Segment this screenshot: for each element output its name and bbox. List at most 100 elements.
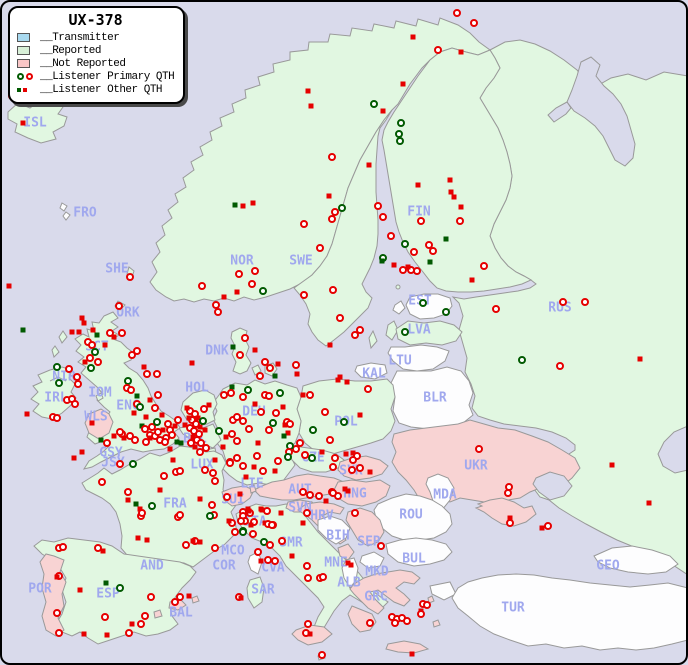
marker-listener-other-qth-not-reported: [255, 440, 261, 446]
marker-listener-primary-qth-not-reported: [301, 451, 309, 459]
marker-listener-other-qth-not-reported: [81, 320, 87, 326]
marker-listener-primary-qth-reported: [338, 204, 346, 212]
marker-listener-primary-qth-not-reported: [581, 298, 589, 306]
marker-listener-other-qth-not-reported: [212, 457, 218, 463]
marker-listener-other-qth-not-reported: [202, 427, 208, 433]
marker-listener-other-qth-not-reported: [234, 289, 240, 295]
marker-listener-primary-qth-not-reported: [174, 416, 182, 424]
marker-listener-primary-qth-not-reported: [351, 331, 359, 339]
marker-listener-primary-qth-not-reported: [265, 426, 273, 434]
marker-listener-other-qth-not-reported: [197, 424, 203, 430]
marker-listener-primary-qth-not-reported: [250, 518, 258, 526]
marker-listener-other-qth-not-reported: [237, 491, 243, 497]
marker-listener-primary-qth-not-reported: [126, 273, 134, 281]
marker-listener-primary-qth-not-reported: [196, 448, 204, 456]
marker-listener-other-qth-not-reported: [250, 200, 256, 206]
marker-listener-primary-qth-not-reported: [559, 298, 567, 306]
marker-listener-other-qth-not-reported: [415, 182, 421, 188]
marker-listener-other-qth-not-reported: [348, 562, 354, 568]
marker-listener-primary-qth-not-reported: [101, 613, 109, 621]
country-label-gsy: GSY: [99, 445, 123, 461]
marker-listener-other-qth-not-reported: [104, 632, 110, 638]
marker-listener-primary-qth-not-reported: [176, 511, 184, 519]
marker-listener-primary-qth-not-reported: [168, 431, 176, 439]
marker-listener-other-qth-reported: [20, 327, 26, 333]
marker-listener-primary-qth-not-reported: [306, 391, 314, 399]
marker-listener-other-qth-not-reported: [90, 327, 96, 333]
legend-item-label: __Listener Other QTH: [40, 83, 163, 96]
marker-listener-primary-qth-not-reported: [125, 629, 133, 637]
reported-swatch-icon: [17, 46, 34, 55]
marker-listener-other-qth-not-reported: [243, 474, 249, 480]
country-label-geo: GEO: [596, 558, 620, 574]
marker-listener-other-qth-not-reported: [182, 422, 188, 428]
country-label-por: POR: [28, 581, 52, 597]
island-gotland: [385, 320, 399, 341]
marker-listener-other-qth-not-reported: [345, 560, 351, 566]
marker-listener-other-qth-reported: [94, 332, 100, 338]
marker-listener-other-qth-not-reported: [252, 347, 258, 353]
marker-listener-other-qth-reported: [134, 393, 140, 399]
marker-listener-other-qth-not-reported: [6, 283, 12, 289]
marker-listener-primary-qth-not-reported: [239, 393, 247, 401]
marker-listener-primary-qth-not-reported: [147, 593, 155, 601]
marker-listener-primary-qth-reported: [340, 418, 348, 426]
marker-listener-other-qth-not-reported: [343, 451, 349, 457]
marker-listener-primary-qth-not-reported: [237, 517, 245, 525]
marker-listener-other-qth-not-reported: [157, 487, 163, 493]
marker-listener-primary-qth-not-reported: [271, 557, 279, 565]
marker-listener-primary-qth-reported: [244, 386, 252, 394]
marker-listener-primary-qth-not-reported: [138, 509, 146, 517]
white-sea-arm: [547, 101, 572, 123]
marker-listener-other-qth-not-reported: [609, 462, 615, 468]
legend-item: __Reported: [17, 44, 174, 57]
marker-listener-other-qth-not-reported: [259, 507, 265, 513]
marker-listener-primary-qth-reported: [419, 299, 427, 307]
country-label-irl: IRL: [44, 390, 68, 406]
country-label-dnk: DNK: [205, 343, 229, 359]
legend-item-label: __Not Reported: [40, 57, 126, 70]
marker-listener-primary-qth-not-reported: [164, 420, 172, 428]
marker-listener-other-qth-not-reported: [76, 329, 82, 335]
country-label-isl: ISL: [23, 115, 47, 131]
marker-listener-primary-qth-not-reported: [53, 414, 61, 422]
marker-listener-primary-qth-reported: [401, 328, 409, 336]
country-label-mda: MDA: [433, 487, 457, 503]
legend-item-label: __Transmitter: [40, 31, 120, 44]
listener-other-green-icon: [17, 87, 21, 92]
marker-listener-other-qth-not-reported: [458, 204, 464, 210]
sea-of-azov: [532, 471, 573, 501]
marker-listener-primary-qth-not-reported: [434, 46, 442, 54]
marker-listener-other-qth-not-reported: [278, 510, 284, 516]
marker-listener-primary-qth-not-reported: [329, 463, 337, 471]
marker-listener-other-qth-reported: [103, 580, 109, 586]
marker-listener-primary-qth-not-reported: [127, 386, 135, 394]
marker-listener-other-qth-not-reported: [186, 415, 192, 421]
marker-listener-primary-qth-reported: [53, 363, 61, 371]
marker-listener-other-qth-not-reported: [294, 371, 300, 377]
marker-listener-primary-qth-not-reported: [272, 409, 280, 417]
marker-listener-other-qth-not-reported: [102, 342, 108, 348]
marker-listener-other-qth-not-reported: [195, 415, 201, 421]
not-reported-swatch-icon: [17, 59, 30, 68]
country-label-esp: ESP: [96, 586, 120, 602]
marker-listener-primary-qth-not-reported: [115, 302, 123, 310]
marker-listener-primary-qth-not-reported: [278, 537, 286, 545]
marker-listener-primary-qth-not-reported: [137, 620, 145, 628]
marker-listener-primary-qth-not-reported: [235, 270, 243, 278]
marker-listener-primary-qth-not-reported: [116, 428, 124, 436]
marker-listener-primary-qth-not-reported: [200, 405, 208, 413]
marker-listener-other-qth-not-reported: [240, 203, 246, 209]
island-aegean-2: [432, 619, 441, 628]
marker-listener-primary-qth-not-reported: [211, 544, 219, 552]
marker-listener-other-qth-not-reported: [391, 262, 397, 268]
marker-listener-other-qth-reported: [281, 433, 287, 439]
marker-listener-other-qth-not-reported: [71, 455, 77, 461]
marker-listener-primary-qth-reported: [308, 454, 316, 462]
country-label-ork: ORK: [116, 305, 140, 321]
marker-listener-other-qth-reported: [232, 202, 238, 208]
marker-listener-primary-qth-not-reported: [268, 521, 276, 529]
marker-listener-primary-qth-reported: [129, 460, 137, 468]
marker-listener-other-qth-not-reported: [367, 469, 373, 475]
marker-listener-other-qth-not-reported: [258, 558, 264, 564]
